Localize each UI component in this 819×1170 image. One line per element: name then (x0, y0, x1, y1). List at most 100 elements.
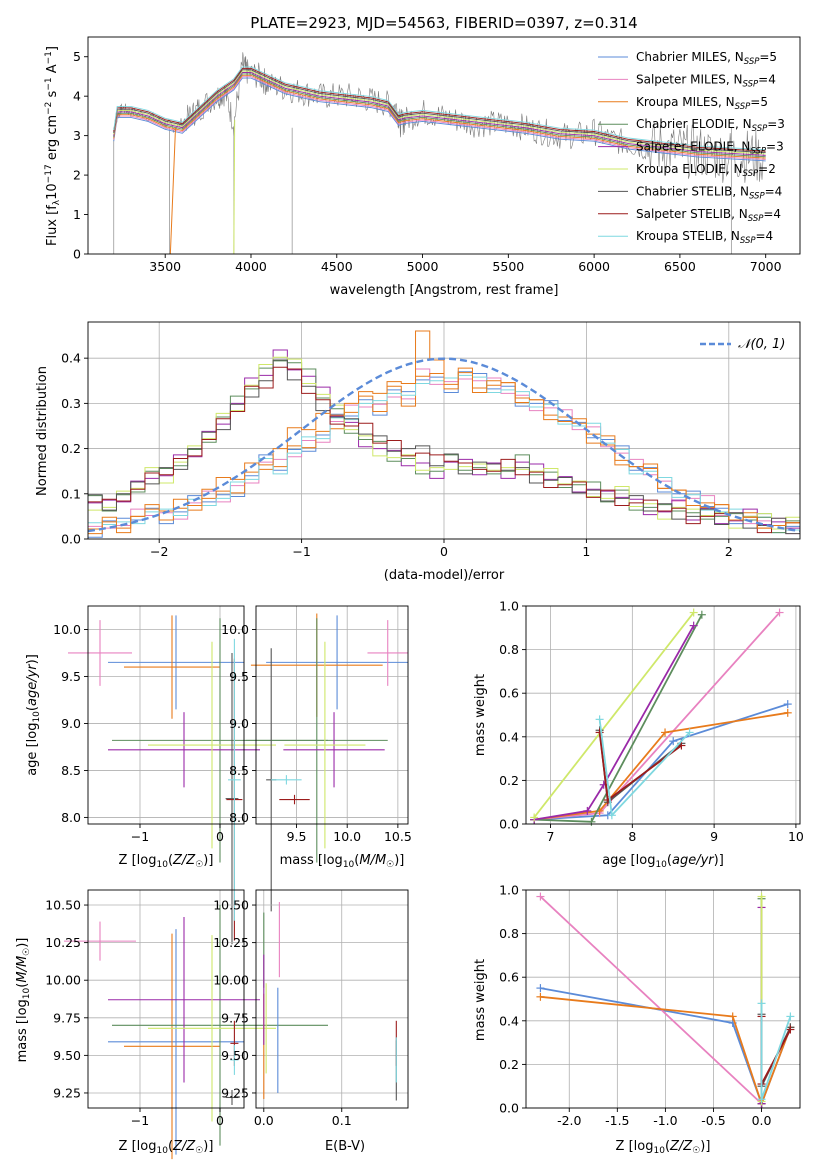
x-tick-label: −1 (292, 544, 310, 559)
x-tick-label: 0.0 (752, 1113, 772, 1128)
spectrum-legend: Chabrier MILES, NSSP=5 Salpeter MILES, NS… (598, 50, 785, 246)
y-tick-label: 10.00 (213, 973, 249, 988)
y-axis-label: age [log10(age/yr)] (25, 654, 42, 776)
y-tick-label: 9.75 (221, 1010, 249, 1025)
y-tick-label: 0.1 (61, 486, 81, 501)
weight-line (534, 611, 781, 821)
axes-frame (87, 36, 801, 255)
x-tick-label: -1.5 (605, 1113, 629, 1128)
y-tick-label: 0.2 (499, 1057, 519, 1072)
y-tick-label: 9.50 (221, 1048, 249, 1063)
x-axis-label: E(B-V) (325, 1139, 365, 1154)
y-tick-label: 8.5 (229, 763, 249, 778)
y-tick-label: 0.0 (499, 1101, 519, 1116)
y-tick-label: 9.0 (61, 716, 81, 731)
y-tick-label: 5 (73, 49, 81, 64)
y-tick-label: 9.25 (53, 1085, 81, 1100)
x-tick-label: 5000 (407, 259, 439, 274)
axes-frame (87, 889, 245, 1109)
y-axis-label: mass weight (473, 959, 488, 1041)
x-tick-label: 0.1 (332, 1113, 352, 1128)
model-edge (233, 119, 236, 255)
weight-line (534, 625, 695, 821)
weight-line (534, 614, 703, 823)
y-axis-label: mass [log10(M/M☉)] (15, 938, 32, 1063)
y-tick-label: 0 (73, 247, 81, 262)
x-tick-label: -2.0 (557, 1113, 581, 1128)
x-tick-label: 6000 (578, 259, 610, 274)
x-tick-label: 10.0 (333, 829, 361, 844)
x-axis-label: Z [log10(Z/Z☉)] (616, 1139, 711, 1156)
y-tick-label: 10.50 (213, 898, 249, 913)
weight-vs-Z-panel: -2.0 -1.5 -1.0 -0.5 0.0 0.0 0.2 0.4 0.6 0.8 1.0 Z [… (473, 883, 801, 1156)
y-tick-label: 10.50 (45, 898, 81, 913)
mass-vs-Z-panel: −1 0 9.25 9.50 9.75 10.00 10.25 10.50 Z [log10(Z… (15, 889, 328, 1160)
histogram-step (88, 330, 800, 530)
y-tick-label: 2 (73, 168, 81, 183)
gaussian-curve (87, 357, 801, 533)
y-tick-label: 0.0 (61, 532, 81, 547)
data-spectrum-line (113, 52, 765, 183)
model-line (113, 70, 766, 155)
y-tick-label: 0.8 (499, 926, 519, 941)
y-tick-label: 0.6 (499, 686, 519, 701)
y-tick-label: 9.75 (53, 1010, 81, 1025)
y-axis-label: Flux [fλ10−17 erg cm−2 s−1 A−1] (44, 46, 62, 246)
axes-frame (255, 889, 409, 1109)
legend-label: Salpeter ELODIE, NSSP=3 (636, 140, 784, 157)
y-tick-label: 0.6 (499, 970, 519, 985)
axes-frame (525, 605, 801, 825)
axes-frame (525, 889, 801, 1109)
y-tick-label: 8.0 (61, 810, 81, 825)
x-tick-label: 4500 (321, 259, 353, 274)
age-vs-mass-panel: 9.5 10.0 10.5 8.0 8.5 9.0 9.5 10.0 mass [log10(M… (221, 605, 412, 912)
y-tick-label: 1 (73, 207, 81, 222)
y-tick-label: 9.5 (61, 669, 81, 684)
residuals-legend: 𝒩(0, 1) (700, 337, 785, 352)
x-tick-label: 0 (216, 1113, 224, 1128)
x-axis-label: (data-model)/error (384, 568, 505, 583)
legend-label: Chabrier STELIB, NSSP=4 (636, 184, 782, 201)
x-tick-label: 2 (725, 544, 733, 559)
y-tick-label: 8.0 (229, 810, 249, 825)
weight-vs-age-panel: 7 8 9 10 0.0 0.2 0.4 0.6 0.8 1.0 age [log10(age/yr… (473, 599, 804, 871)
x-tick-label: 8 (628, 829, 636, 844)
x-tick-label: -0.5 (701, 1113, 725, 1128)
model-line (113, 66, 766, 151)
y-tick-label: 9.0 (229, 716, 249, 731)
x-tick-label: 7000 (750, 259, 782, 274)
x-tick-label: 9 (710, 829, 718, 844)
x-tick-label: 10.5 (384, 829, 412, 844)
y-tick-label: 0.3 (61, 396, 81, 411)
y-tick-label: 9.5 (229, 669, 249, 684)
legend-label: Salpeter MILES, NSSP=4 (636, 72, 776, 89)
model-line (113, 73, 766, 158)
axes-frame (255, 605, 409, 825)
y-tick-label: 10.25 (45, 935, 81, 950)
weight-line (540, 995, 792, 1107)
y-tick-label: 9.50 (53, 1048, 81, 1063)
x-tick-label: 0 (440, 544, 448, 559)
y-tick-label: 4 (73, 89, 81, 104)
y-tick-label: 10.25 (213, 935, 249, 950)
y-axis-label: Normed distribution (35, 366, 50, 496)
x-tick-label: 5500 (492, 259, 524, 274)
x-tick-label: 9.5 (287, 829, 307, 844)
legend-label: Salpeter STELIB, NSSP=4 (636, 207, 781, 224)
y-tick-label: 10.0 (221, 622, 249, 637)
y-tick-label: 9.25 (221, 1085, 249, 1100)
model-line (113, 74, 766, 159)
y-tick-label: 10.00 (45, 973, 81, 988)
x-axis-label: age [log10(age/yr)] (602, 853, 724, 870)
y-tick-label: 8.5 (61, 763, 81, 778)
model-line (113, 72, 766, 156)
x-axis-label: Z [log10(Z/Z☉)] (119, 1139, 214, 1156)
x-tick-label: 7 (547, 829, 555, 844)
legend-label: Kroupa MILES, NSSP=5 (636, 95, 768, 112)
spectrum-panel: 3500 4000 4500 5000 5500 6000 6500 7000 0 1 2 3 4 5 wa… (44, 36, 801, 298)
y-tick-label: 0.4 (61, 351, 81, 366)
age-vs-Z-panel: −1 0 8.0 8.5 9.0 9.5 10.0 Z [log10(Z/Z☉)] age [l… (25, 605, 328, 945)
y-tick-label: 3 (73, 128, 81, 143)
histogram-step (88, 366, 800, 534)
